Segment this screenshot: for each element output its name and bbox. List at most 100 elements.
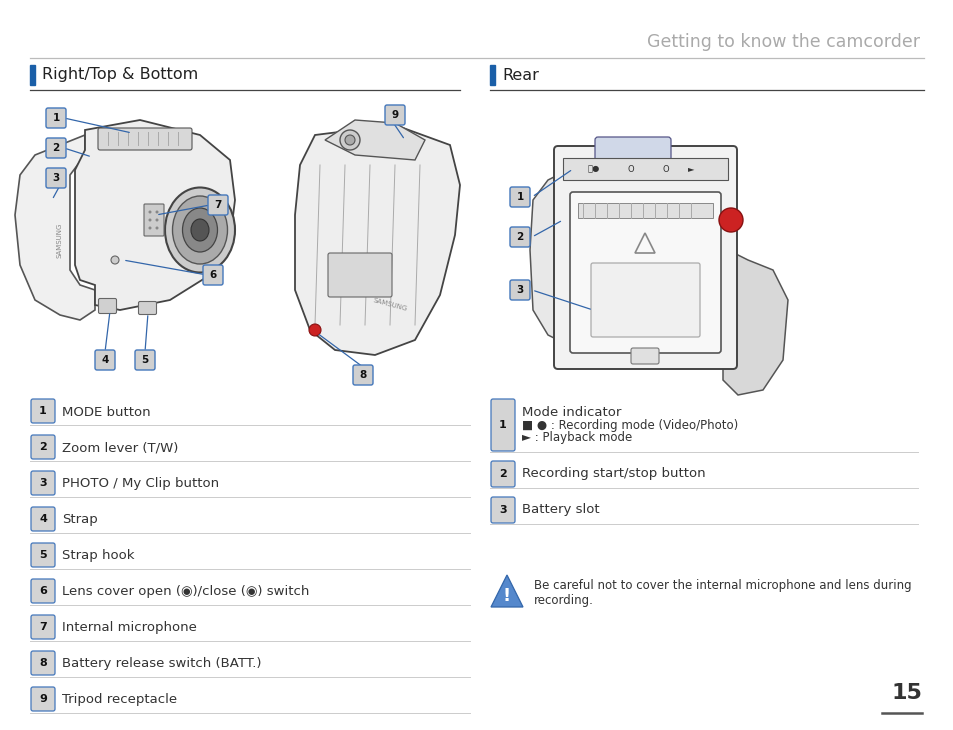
FancyBboxPatch shape [554, 146, 737, 369]
Text: Right/Top & Bottom: Right/Top & Bottom [42, 67, 198, 82]
FancyBboxPatch shape [30, 687, 55, 711]
FancyBboxPatch shape [491, 497, 515, 523]
FancyBboxPatch shape [328, 253, 392, 297]
FancyBboxPatch shape [630, 348, 659, 364]
FancyBboxPatch shape [95, 350, 115, 370]
FancyBboxPatch shape [135, 350, 154, 370]
FancyBboxPatch shape [208, 195, 228, 215]
Ellipse shape [172, 196, 227, 264]
FancyBboxPatch shape [30, 579, 55, 603]
Circle shape [345, 135, 355, 145]
Text: 3: 3 [516, 285, 523, 295]
FancyBboxPatch shape [98, 299, 116, 313]
FancyBboxPatch shape [46, 138, 66, 158]
Text: 7: 7 [39, 622, 47, 632]
FancyBboxPatch shape [385, 105, 405, 125]
Text: 7: 7 [214, 200, 221, 210]
Polygon shape [530, 175, 558, 340]
Text: ⛹●: ⛹● [587, 164, 599, 174]
FancyBboxPatch shape [98, 128, 192, 150]
Text: 2: 2 [39, 442, 47, 452]
Text: !: ! [502, 587, 511, 605]
FancyBboxPatch shape [595, 137, 670, 161]
FancyBboxPatch shape [30, 651, 55, 675]
Ellipse shape [191, 219, 209, 241]
Text: 6: 6 [39, 586, 47, 596]
Text: Be careful not to cover the internal microphone and lens during
recording.: Be careful not to cover the internal mic… [534, 579, 911, 607]
Text: 3: 3 [39, 478, 47, 488]
FancyBboxPatch shape [46, 108, 66, 128]
Text: 4: 4 [101, 355, 109, 365]
FancyBboxPatch shape [30, 615, 55, 639]
Text: 5: 5 [39, 550, 47, 560]
Text: Recording start/stop button: Recording start/stop button [521, 467, 705, 480]
Text: Internal microphone: Internal microphone [62, 621, 196, 634]
Text: ►: ► [687, 164, 694, 174]
FancyBboxPatch shape [491, 399, 515, 451]
FancyBboxPatch shape [138, 301, 156, 315]
FancyBboxPatch shape [510, 227, 530, 247]
Text: 9: 9 [391, 110, 398, 120]
Text: SAMSUNG: SAMSUNG [57, 223, 63, 258]
Text: PHOTO / My Clip button: PHOTO / My Clip button [62, 477, 219, 491]
Circle shape [149, 210, 152, 213]
Polygon shape [75, 120, 234, 310]
FancyBboxPatch shape [30, 471, 55, 495]
FancyBboxPatch shape [46, 168, 66, 188]
Text: 3: 3 [498, 505, 506, 515]
Text: Tripod receptacle: Tripod receptacle [62, 694, 177, 707]
Text: 1: 1 [39, 406, 47, 416]
Text: 15: 15 [890, 683, 921, 703]
Polygon shape [491, 575, 522, 607]
FancyBboxPatch shape [30, 543, 55, 567]
FancyBboxPatch shape [510, 280, 530, 300]
Text: ► : Playback mode: ► : Playback mode [521, 431, 632, 445]
Circle shape [339, 130, 359, 150]
Text: Mode indicator: Mode indicator [521, 405, 620, 418]
Circle shape [149, 218, 152, 221]
Text: Battery release switch (BATT.): Battery release switch (BATT.) [62, 658, 261, 670]
Text: SAMSUNG: SAMSUNG [372, 298, 408, 312]
FancyBboxPatch shape [569, 192, 720, 353]
Text: Strap: Strap [62, 513, 97, 526]
Text: MODE button: MODE button [62, 405, 151, 418]
Circle shape [149, 226, 152, 229]
Text: 1: 1 [52, 113, 59, 123]
Text: Strap hook: Strap hook [62, 550, 134, 563]
Text: Battery slot: Battery slot [521, 504, 599, 517]
Text: 5: 5 [141, 355, 149, 365]
Text: Lens cover open (◉)/close (◉) switch: Lens cover open (◉)/close (◉) switch [62, 585, 309, 599]
FancyBboxPatch shape [30, 507, 55, 531]
FancyBboxPatch shape [30, 399, 55, 423]
Circle shape [111, 256, 119, 264]
Text: 6: 6 [209, 270, 216, 280]
Ellipse shape [165, 188, 234, 272]
Text: Rear: Rear [501, 67, 538, 82]
Text: 3: 3 [52, 173, 59, 183]
Polygon shape [722, 250, 787, 395]
Text: O: O [627, 164, 634, 174]
Circle shape [155, 226, 158, 229]
Text: ■ ● : Recording mode (Video/Photo): ■ ● : Recording mode (Video/Photo) [521, 418, 738, 431]
Text: 1: 1 [516, 192, 523, 202]
Text: 8: 8 [39, 658, 47, 668]
Text: 4: 4 [39, 514, 47, 524]
Bar [30, 65, 35, 85]
Polygon shape [294, 125, 459, 355]
Text: 9: 9 [39, 694, 47, 704]
Text: 8: 8 [359, 370, 366, 380]
Text: 2: 2 [516, 232, 523, 242]
Polygon shape [15, 135, 95, 320]
Text: 1: 1 [498, 420, 506, 430]
Text: Zoom lever (T/W): Zoom lever (T/W) [62, 442, 178, 455]
Ellipse shape [182, 208, 217, 252]
Bar [578, 203, 712, 218]
Text: 2: 2 [52, 143, 59, 153]
Bar [490, 65, 495, 85]
Text: Getting to know the camcorder: Getting to know the camcorder [646, 33, 919, 51]
FancyBboxPatch shape [353, 365, 373, 385]
Circle shape [719, 208, 742, 232]
FancyBboxPatch shape [203, 265, 223, 285]
FancyBboxPatch shape [510, 187, 530, 207]
Circle shape [309, 324, 320, 336]
